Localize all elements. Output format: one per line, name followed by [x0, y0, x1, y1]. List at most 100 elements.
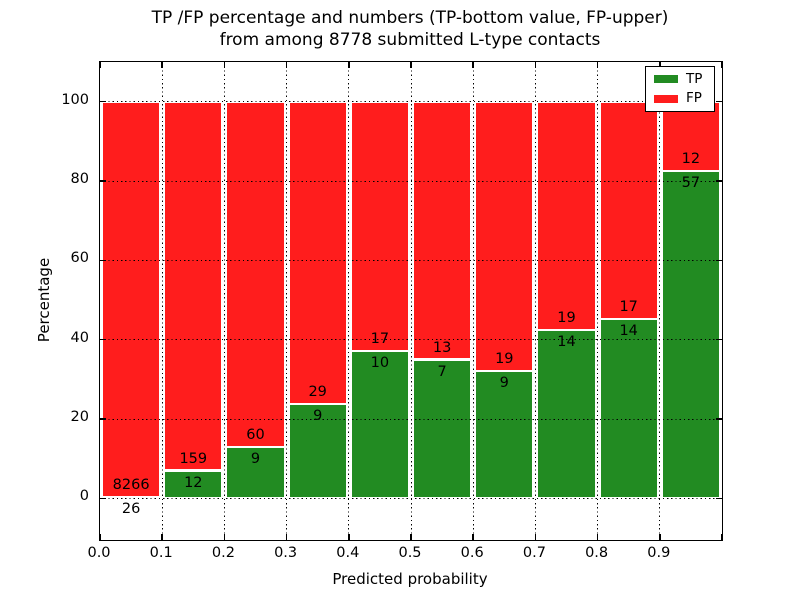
x-tick-mark [223, 62, 226, 68]
tp-bar-segment [475, 370, 534, 499]
vertical-gridline [534, 62, 536, 540]
vertical-gridline [223, 62, 225, 540]
vertical-gridline [286, 62, 288, 540]
horizontal-gridline [100, 101, 722, 103]
x-tick-label: 0.9 [647, 545, 671, 561]
x-tick-mark [410, 534, 412, 540]
tp-count-label: 14 [557, 334, 576, 351]
x-tick-mark [472, 534, 474, 540]
fp-bar-segment [164, 101, 223, 471]
tp-count-label: 9 [499, 374, 509, 391]
legend-label: FP [686, 89, 702, 106]
y-tick-label: 20 [70, 409, 89, 425]
x-tick-mark [721, 62, 723, 68]
tp-bar-segment [350, 351, 409, 499]
y-tick-label: 0 [79, 488, 89, 505]
x-tick-mark [99, 534, 101, 540]
tp-count-label: 12 [184, 474, 203, 491]
x-tick-mark [534, 534, 537, 540]
fp-bar-segment [102, 101, 161, 498]
x-axis-label: Predicted probability [332, 570, 488, 588]
y-tick-label: 40 [70, 329, 89, 346]
tp-count-label: 57 [681, 174, 701, 191]
x-tick-mark [721, 534, 723, 540]
legend-item-tp: TP [646, 70, 714, 87]
y-tick-mark [100, 259, 106, 262]
y-tick-mark [716, 100, 722, 103]
x-tick-mark [659, 534, 661, 540]
plot-area: TP FP 8266 26 159 12 60 9 29 9 17 10 13 7 19 9 19 14 17 14… [99, 61, 723, 541]
horizontal-gridline [100, 339, 722, 341]
fp-count-label: 19 [495, 350, 514, 367]
x-tick-mark [161, 62, 163, 68]
fp-count-label: 17 [619, 299, 638, 316]
fp-color-swatch [654, 94, 678, 103]
chart-title: TP /FP percentage and numbers (TP-bottom… [99, 7, 721, 52]
fp-count-label: 159 [179, 450, 208, 467]
x-tick-mark [285, 62, 288, 68]
x-tick-mark [99, 62, 101, 68]
fp-count-label: 12 [681, 150, 701, 167]
y-tick-mark [100, 180, 106, 182]
x-tick-mark [285, 534, 288, 540]
tp-count-label: 10 [370, 355, 390, 372]
tp-bar-segment [164, 470, 223, 499]
fp-count-label: 13 [432, 339, 452, 356]
tp-color-swatch [654, 75, 678, 84]
x-tick-mark [223, 534, 226, 540]
y-tick-mark [716, 180, 722, 182]
fp-bar-segment [413, 101, 472, 360]
fp-count-label: 29 [308, 384, 327, 401]
x-tick-mark [596, 62, 599, 68]
y-tick-label: 80 [70, 171, 89, 187]
y-tick-mark [100, 418, 106, 420]
horizontal-gridline [100, 418, 722, 420]
legend: TP FP [645, 66, 715, 112]
tp-count-label: 9 [250, 450, 261, 467]
y-tick-mark [716, 418, 722, 420]
fp-bar-segment [288, 101, 347, 405]
x-tick-mark [596, 534, 599, 540]
y-tick-label: 60 [70, 250, 89, 267]
fp-bar-segment [661, 101, 720, 171]
y-tick-mark [716, 497, 722, 500]
y-tick-mark [716, 338, 722, 341]
fp-count-label: 17 [370, 331, 390, 348]
vertical-gridline [348, 62, 350, 540]
x-tick-mark [472, 62, 474, 68]
x-tick-label: 0.6 [460, 545, 484, 561]
fp-bar-segment [599, 101, 658, 320]
x-tick-label: 0.4 [336, 545, 360, 561]
x-tick-label: 0.8 [585, 545, 609, 561]
vertical-gridline [659, 62, 661, 540]
fp-count-label: 60 [246, 426, 265, 443]
y-tick-label: 100 [61, 91, 89, 108]
vertical-gridline [597, 62, 599, 540]
x-tick-label: 0.3 [274, 545, 298, 561]
x-tick-label: 0.1 [149, 545, 173, 561]
fp-bar-segment [350, 101, 409, 352]
chart-title-line1: TP /FP percentage and numbers (TP-bottom… [151, 8, 669, 28]
tp-count-label: 9 [313, 408, 323, 425]
y-tick-mark [100, 338, 106, 341]
y-tick-mark [100, 497, 106, 500]
fp-bar-segment [475, 101, 534, 371]
fp-bar-segment [226, 101, 285, 447]
horizontal-gridline [100, 180, 722, 182]
legend-label: TP [686, 70, 703, 87]
vertical-gridline [161, 62, 163, 540]
x-tick-mark [161, 534, 163, 540]
x-tick-mark [534, 62, 537, 68]
x-tick-label: 0.5 [398, 545, 422, 561]
tp-bar-segment [599, 319, 658, 499]
fp-count-label: 8266 [112, 477, 150, 494]
tp-bar-segment [537, 330, 596, 499]
x-tick-label: 0.0 [87, 545, 111, 561]
x-tick-label: 0.2 [211, 545, 235, 561]
y-tick-mark [100, 100, 106, 103]
tp-count-label: 26 [121, 501, 141, 518]
horizontal-gridline [100, 259, 722, 261]
tp-bar-segment [661, 170, 720, 499]
tp-count-label: 7 [437, 363, 447, 380]
